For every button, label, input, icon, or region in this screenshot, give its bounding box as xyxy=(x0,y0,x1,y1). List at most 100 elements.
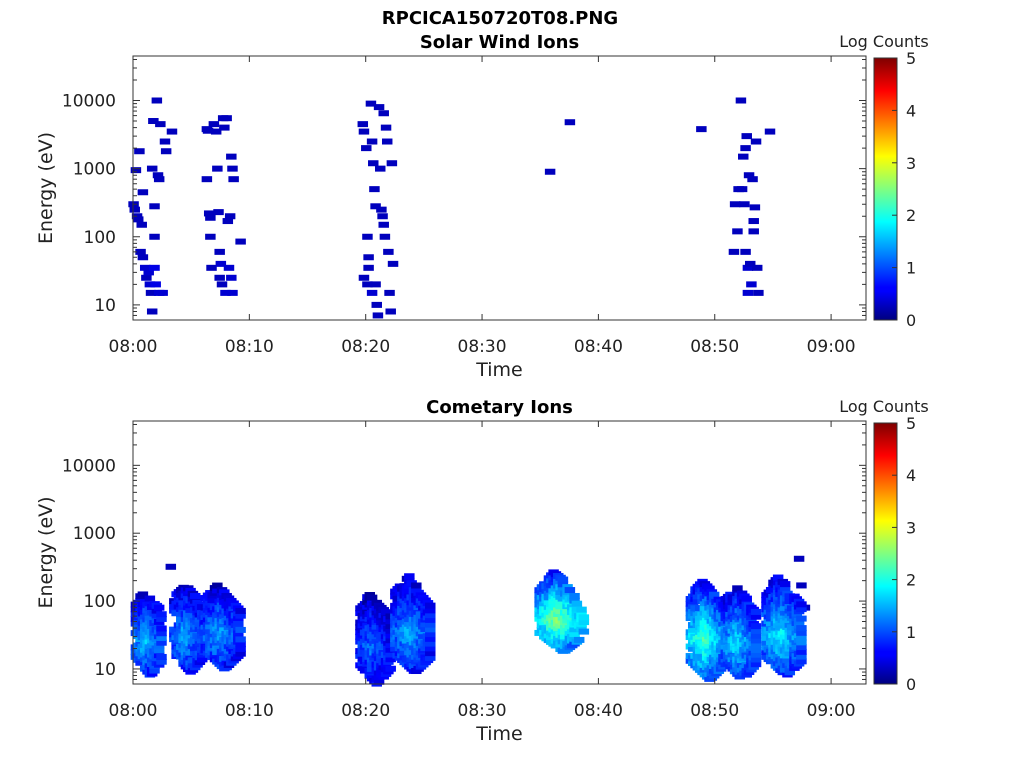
heatmap-cell xyxy=(226,153,237,160)
heatmap-cell xyxy=(732,585,743,592)
heatmap-cell xyxy=(153,604,165,611)
x-tick-label: 08:40 xyxy=(574,701,623,721)
colorbar-tick-label: 2 xyxy=(906,571,916,590)
heatmap-cell xyxy=(144,281,156,288)
heatmap-cell xyxy=(732,228,743,235)
heatmap-cell xyxy=(796,653,807,660)
y-tick-label: 10000 xyxy=(62,456,116,476)
heatmap-cell xyxy=(129,206,140,213)
y-tick-label: 1000 xyxy=(73,524,116,544)
heatmap-cell xyxy=(377,213,388,220)
heatmap-cell xyxy=(153,647,165,654)
heatmap-cell xyxy=(137,254,149,261)
colorbar-tick-label: 1 xyxy=(906,259,916,278)
heatmap-cell xyxy=(160,148,172,155)
colorbar-tick-label: 5 xyxy=(906,49,916,68)
heatmap-cell xyxy=(751,264,763,271)
heatmap-cell xyxy=(146,165,158,172)
heatmap-cell xyxy=(220,289,231,296)
heatmap-cell xyxy=(779,585,791,592)
plot-frame xyxy=(132,420,867,685)
heatmap-cell xyxy=(152,172,164,179)
heatmap-cell xyxy=(208,121,220,128)
heatmap-cell xyxy=(741,595,752,602)
heatmap-cells xyxy=(128,97,776,319)
heatmap-cell xyxy=(155,121,166,128)
heatmap-cell xyxy=(373,678,385,685)
heatmap-cell xyxy=(764,128,776,135)
heatmap-cell xyxy=(383,248,394,255)
x-tick-label: 08:00 xyxy=(109,337,158,357)
heatmap-cell xyxy=(796,644,807,651)
heatmap-cell xyxy=(141,274,152,281)
heatmap-cell xyxy=(371,301,382,308)
heatmap-cell xyxy=(385,651,396,658)
heatmap-cell xyxy=(742,289,754,296)
heatmap-cell xyxy=(207,597,218,604)
heatmap-cell xyxy=(571,600,583,607)
heatmap-cell xyxy=(779,581,791,588)
heatmap-cell xyxy=(148,118,159,125)
heatmap-cell xyxy=(376,206,387,213)
heatmap-cell xyxy=(133,216,144,223)
colorbar-tick-label: 3 xyxy=(906,518,916,537)
plot-frame xyxy=(132,55,867,321)
heatmap-cell xyxy=(206,264,217,271)
heatmap-cell xyxy=(750,646,762,653)
x-tick-label: 08:50 xyxy=(690,337,739,357)
heatmap-cell xyxy=(149,667,160,674)
heatmap-cell xyxy=(212,582,223,589)
heatmap-cell xyxy=(750,623,762,630)
heatmap-cell xyxy=(203,210,215,217)
heatmap-cell xyxy=(156,639,167,646)
heatmap-cell xyxy=(569,592,580,599)
heatmap-cell xyxy=(573,636,585,643)
heatmap-cell xyxy=(735,97,747,104)
heatmap-cell xyxy=(544,168,556,175)
heatmap-cell xyxy=(378,110,389,117)
colorbar-tick-label: 4 xyxy=(906,101,916,120)
heatmap-cell xyxy=(387,260,399,267)
heatmap-cell xyxy=(750,627,762,634)
x-tick-label: 09:00 xyxy=(807,701,856,721)
heatmap-cell xyxy=(796,639,807,646)
heatmap-cell xyxy=(149,264,160,271)
heatmap-cell xyxy=(210,128,222,135)
heatmap-cell xyxy=(381,138,393,145)
x-tick-label: 08:10 xyxy=(225,701,274,721)
heatmap-cell xyxy=(750,608,762,615)
heatmap-cells xyxy=(130,555,811,687)
heatmap-cell xyxy=(750,613,762,620)
heatmap-cell xyxy=(224,213,236,220)
heatmap-cell xyxy=(212,165,223,172)
heatmap-cell xyxy=(223,264,235,271)
heatmap-cell xyxy=(131,213,143,220)
heatmap-cell xyxy=(156,658,167,665)
heatmap-cell xyxy=(796,582,807,589)
heatmap-cell xyxy=(796,601,807,608)
heatmap-cell xyxy=(425,645,436,652)
heatmap-cell xyxy=(146,308,158,315)
x-tick-label: 08:20 xyxy=(341,701,390,721)
heatmap-cell xyxy=(425,631,436,638)
heatmap-cell xyxy=(569,626,580,633)
heatmap-cell xyxy=(380,124,392,131)
y-axis-label: Energy (eV) xyxy=(35,132,57,244)
heatmap-cell xyxy=(369,186,380,193)
x-axis-label: Time xyxy=(475,723,523,745)
heatmap-cell xyxy=(425,650,436,657)
heatmap-cell xyxy=(214,248,225,255)
heatmap-cell xyxy=(742,264,754,271)
heatmap-cell xyxy=(358,274,370,281)
heatmap-cell xyxy=(363,264,374,271)
heatmap-cell xyxy=(696,126,707,133)
heatmap-cell xyxy=(748,228,759,235)
x-tick-label: 08:30 xyxy=(458,701,507,721)
heatmap-cell xyxy=(201,176,213,183)
x-tick-label: 08:40 xyxy=(574,337,623,357)
heatmap-cell xyxy=(772,574,784,581)
heatmap-cell xyxy=(144,595,156,602)
heatmap-cell xyxy=(385,308,396,315)
heatmap-cell xyxy=(156,615,167,622)
heatmap-cell xyxy=(704,585,715,592)
